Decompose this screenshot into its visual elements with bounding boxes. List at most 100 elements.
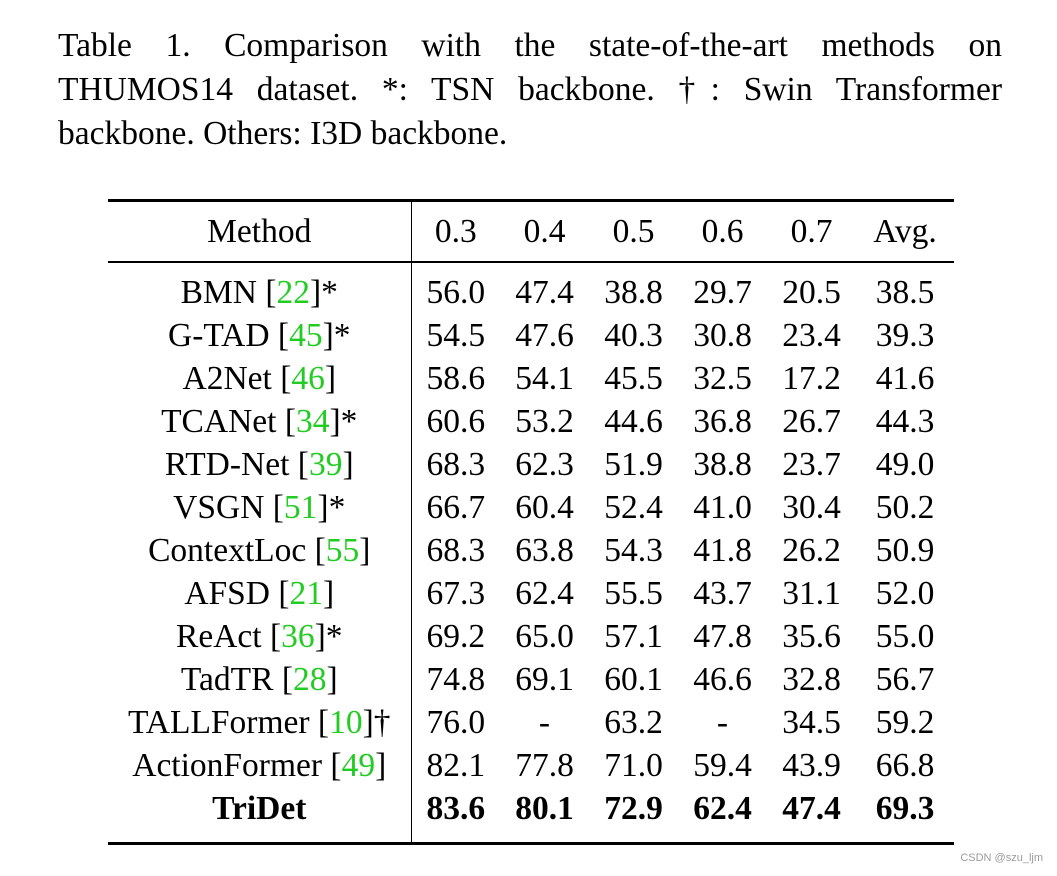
- value-cell: -: [716, 704, 729, 741]
- table-row: RTD-Net [39] 68.3 62.3 51.9 38.8 23.7 49.0: [108, 443, 954, 486]
- method-name: VSGN: [173, 489, 265, 526]
- table-caption: Table 1. Comparison with the state-of-th…: [58, 27, 1002, 152]
- value-cell: 76.0: [426, 704, 486, 741]
- table-row: A2Net [46] 58.6 54.1 45.5 32.5 17.2 41.6: [108, 357, 954, 400]
- header-iou-0.5: 0.5: [612, 212, 655, 250]
- header-iou-0.7: 0.7: [790, 212, 833, 250]
- value-cell: 30.8: [693, 317, 752, 354]
- method-cell: ReAct [36]*: [108, 615, 412, 658]
- method-name: AFSD: [184, 575, 270, 612]
- value-cell: 56.7: [875, 661, 935, 698]
- table-row: BMN [22]* 56.0 47.4 38.8 29.7 20.5 38.5: [108, 262, 954, 314]
- backbone-mark: *: [333, 317, 351, 354]
- value-cell: 41.8: [693, 532, 752, 569]
- value-cell: 26.2: [782, 532, 841, 569]
- method-cell: BMN [22]*: [108, 262, 412, 314]
- method-cell: AFSD [21]: [108, 572, 412, 615]
- citation-link[interactable]: 22: [276, 274, 310, 311]
- method-name: G-TAD: [168, 317, 270, 354]
- value-cell: 43.7: [693, 575, 752, 612]
- table-row: TriDet 83.6 80.1 72.9 62.4 47.4 69.3: [108, 787, 954, 844]
- header-iou-0.6: 0.6: [701, 212, 744, 250]
- value-cell: 69.1: [515, 661, 574, 698]
- value-cell: 50.9: [875, 532, 935, 569]
- method-cell: A2Net [46]: [108, 357, 412, 400]
- value-cell: 17.2: [782, 360, 841, 397]
- backbone-mark: *: [321, 274, 338, 311]
- method-name: TriDet: [212, 790, 307, 827]
- value-cell: 44.3: [875, 403, 935, 440]
- method-cell: G-TAD [45]*: [108, 314, 412, 357]
- method-name: TALLFormer: [128, 704, 310, 741]
- value-cell: 39.3: [875, 317, 935, 354]
- value-cell: 44.6: [604, 403, 663, 440]
- method-name: RTD-Net: [164, 446, 290, 483]
- value-cell: 66.7: [426, 489, 486, 526]
- value-cell: 52.0: [875, 575, 935, 612]
- value-cell: 35.6: [782, 618, 841, 655]
- method-cell: TriDet: [108, 787, 412, 844]
- value-cell: 55.5: [604, 575, 663, 612]
- value-cell: 62.4: [515, 575, 574, 612]
- citation-link[interactable]: 39: [308, 446, 343, 483]
- citation-link[interactable]: 36: [281, 618, 315, 655]
- results-table: Method 0.3 0.4 0.5 0.6 0.7 Avg. BMN [22]…: [108, 199, 954, 845]
- value-cell: 59.2: [875, 704, 935, 741]
- method-name: ReAct: [175, 618, 262, 655]
- method-cell: RTD-Net [39]: [108, 443, 412, 486]
- citation-link[interactable]: 34: [296, 403, 330, 440]
- value-cell: 26.7: [782, 403, 841, 440]
- table-row: TadTR [28] 74.8 69.1 60.1 46.6 32.8 56.7: [108, 658, 954, 701]
- value-cell: 41.0: [693, 489, 752, 526]
- value-cell: 63.8: [515, 532, 574, 569]
- value-cell: 83.6: [426, 790, 486, 827]
- table-row: G-TAD [45]* 54.5 47.6 40.3 30.8 23.4 39.3: [108, 314, 954, 357]
- value-cell: 46.6: [693, 661, 752, 698]
- value-cell: 69.3: [875, 790, 935, 827]
- value-cell: 38.5: [875, 274, 935, 311]
- method-name: TCANet: [161, 403, 277, 440]
- header-iou-0.3: 0.3: [434, 212, 477, 250]
- table-row: ContextLoc [55] 68.3 63.8 54.3 41.8 26.2 50.9: [108, 529, 954, 572]
- backbone-mark: *: [328, 489, 346, 526]
- value-cell: 65.0: [515, 618, 574, 655]
- value-cell: 40.3: [604, 317, 663, 354]
- citation-link[interactable]: 10: [329, 704, 363, 741]
- value-cell: 47.8: [693, 618, 752, 655]
- value-cell: 72.9: [604, 790, 663, 827]
- table-row: TCANet [34]* 60.6 53.2 44.6 36.8 26.7 44.3: [108, 400, 954, 443]
- citation-link[interactable]: 45: [289, 317, 323, 354]
- value-cell: 34.5: [782, 704, 841, 741]
- header-avg: Avg.: [873, 212, 937, 250]
- value-cell: 23.7: [782, 446, 841, 483]
- value-cell: 56.0: [426, 274, 486, 311]
- value-cell: 63.2: [604, 704, 663, 741]
- citation-link[interactable]: 28: [292, 661, 327, 698]
- value-cell: 62.3: [515, 446, 574, 483]
- value-cell: 47.4: [515, 274, 574, 311]
- citation-link[interactable]: 49: [341, 747, 376, 784]
- table-body: BMN [22]* 56.0 47.4 38.8 29.7 20.5 38.5 G-TAD […: [108, 262, 954, 844]
- value-cell: 62.4: [693, 790, 752, 827]
- method-cell: ActionFormer [49]: [108, 744, 412, 787]
- results-table-container: Method 0.3 0.4 0.5 0.6 0.7 Avg. BMN [22]…: [108, 199, 954, 845]
- citation-link[interactable]: 21: [289, 575, 324, 612]
- value-cell: 30.4: [782, 489, 841, 526]
- table-row: ReAct [36]* 69.2 65.0 57.1 47.8 35.6 55.0: [108, 615, 954, 658]
- value-cell: 53.2: [515, 403, 574, 440]
- value-cell: 43.9: [782, 747, 841, 784]
- value-cell: 80.1: [515, 790, 574, 827]
- value-cell: 69.2: [426, 618, 486, 655]
- value-cell: 60.6: [426, 403, 486, 440]
- method-cell: TCANet [34]*: [108, 400, 412, 443]
- value-cell: 52.4: [604, 489, 663, 526]
- value-cell: 50.2: [875, 489, 935, 526]
- citation-link[interactable]: 46: [291, 360, 325, 397]
- header-row: Method 0.3 0.4 0.5 0.6 0.7 Avg.: [108, 200, 954, 262]
- value-cell: 67.3: [426, 575, 486, 612]
- citation-link[interactable]: 51: [283, 489, 318, 526]
- value-cell: 82.1: [426, 747, 486, 784]
- header-method: Method: [108, 200, 412, 262]
- citation-link[interactable]: 55: [325, 532, 360, 569]
- value-cell: 57.1: [604, 618, 663, 655]
